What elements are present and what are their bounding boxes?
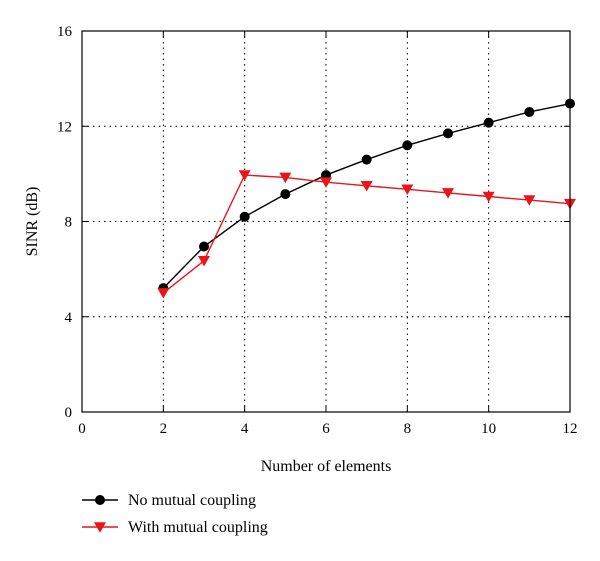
x-tick-label: 10	[481, 421, 496, 437]
data-point	[238, 170, 251, 181]
y-tick-label: 8	[65, 215, 73, 231]
legend-label: No mutual coupling	[128, 492, 256, 509]
x-axis-label: Number of elements	[261, 458, 392, 475]
legend-label: With mutual coupling	[128, 519, 268, 536]
data-point	[280, 189, 291, 200]
data-point	[279, 172, 292, 184]
y-axis-ticks: 0 4 8 12 16	[57, 24, 570, 421]
data-point	[402, 140, 413, 151]
data-point	[442, 188, 454, 199]
x-tick-label: 8	[404, 421, 412, 437]
data-point	[401, 184, 414, 196]
data-point	[360, 180, 373, 192]
data-point	[523, 195, 536, 206]
data-point	[157, 288, 170, 299]
y-tick-label: 16	[57, 24, 73, 40]
legend-item: With mutual coupling	[82, 519, 268, 536]
x-axis-ticks: 0 2 4 6 8 10 12	[78, 31, 578, 437]
data-point	[320, 177, 332, 188]
legend-marker	[95, 495, 105, 505]
data-point	[483, 117, 494, 128]
series-line	[162, 102, 571, 289]
series-1	[158, 98, 575, 294]
y-axis-label: SINR (dB)	[24, 187, 41, 257]
series-2	[157, 170, 576, 299]
y-tick-label: 0	[65, 405, 73, 421]
data-point	[524, 106, 535, 117]
x-tick-label: 0	[78, 421, 86, 437]
grid-lines	[82, 31, 570, 412]
data-point	[482, 191, 495, 203]
legend: No mutual coupling With mutual coupling	[82, 492, 268, 536]
x-tick-label: 6	[322, 421, 330, 437]
plot-series	[157, 98, 576, 299]
x-tick-label: 4	[241, 421, 249, 437]
data-point	[199, 241, 209, 252]
x-tick-label: 12	[563, 421, 578, 437]
y-tick-label: 12	[57, 119, 72, 135]
legend-marker	[94, 522, 106, 533]
y-tick-label: 4	[65, 310, 73, 326]
data-point	[198, 255, 210, 267]
data-point	[239, 211, 250, 222]
x-tick-label: 2	[160, 421, 168, 437]
legend-item: No mutual coupling	[82, 492, 256, 509]
data-point	[361, 154, 372, 165]
plot-frame	[81, 30, 571, 413]
data-point	[443, 128, 453, 139]
series-line	[162, 174, 571, 294]
